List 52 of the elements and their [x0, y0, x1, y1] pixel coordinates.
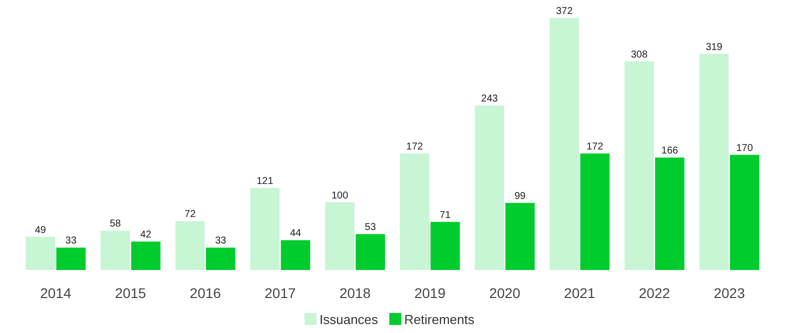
data-label: 166: [661, 146, 679, 157]
bar: [430, 222, 460, 270]
bar: [26, 236, 56, 270]
bar: [206, 248, 236, 270]
bar: [356, 234, 386, 270]
data-label: 33: [65, 236, 77, 247]
data-label: 72: [184, 209, 196, 220]
bar: [655, 158, 684, 270]
legend-label: Issuances: [320, 312, 379, 327]
bar: [730, 154, 760, 270]
data-label: 372: [556, 6, 574, 17]
legend-label: Retirements: [404, 312, 475, 327]
bar: [280, 240, 310, 270]
x-tick-label: 2022: [638, 285, 670, 301]
bar: [250, 188, 280, 270]
bar: [550, 18, 580, 270]
data-label: 53: [364, 222, 376, 234]
data-label: 58: [110, 218, 122, 230]
x-tick-label: 2019: [414, 285, 446, 301]
data-label: 308: [630, 49, 648, 60]
data-label: 243: [481, 93, 498, 104]
data-label: 71: [440, 210, 452, 221]
data-label: 44: [290, 228, 302, 240]
bar: [699, 54, 729, 270]
x-tick-label: 2014: [40, 285, 72, 301]
x-tick-label: 2021: [564, 285, 596, 301]
bar: [400, 153, 430, 270]
x-tick-label: 2023: [714, 285, 746, 301]
data-label: 100: [331, 190, 349, 202]
bar: [474, 105, 504, 270]
bar: [131, 242, 160, 270]
bar: [325, 202, 354, 270]
data-label: 42: [140, 230, 152, 241]
x-tick-label: 2017: [264, 285, 296, 301]
bar: [56, 248, 86, 270]
data-label: 170: [736, 142, 754, 154]
data-label: 172: [406, 141, 424, 152]
bar: [100, 230, 130, 270]
data-label: 49: [34, 224, 46, 236]
bar: [580, 153, 610, 270]
x-tick-label: 2018: [340, 285, 371, 301]
bar: [624, 61, 654, 270]
bar: [175, 221, 205, 270]
data-label: 33: [215, 236, 227, 247]
data-label: 172: [586, 141, 604, 152]
x-tick-label: 2016: [190, 285, 222, 301]
x-tick-label: 2015: [114, 285, 146, 301]
bar: [505, 202, 535, 270]
x-tick-label: 2020: [489, 285, 521, 301]
data-label: 99: [514, 190, 526, 202]
data-label: 121: [256, 176, 274, 188]
data-label: 319: [706, 42, 723, 53]
